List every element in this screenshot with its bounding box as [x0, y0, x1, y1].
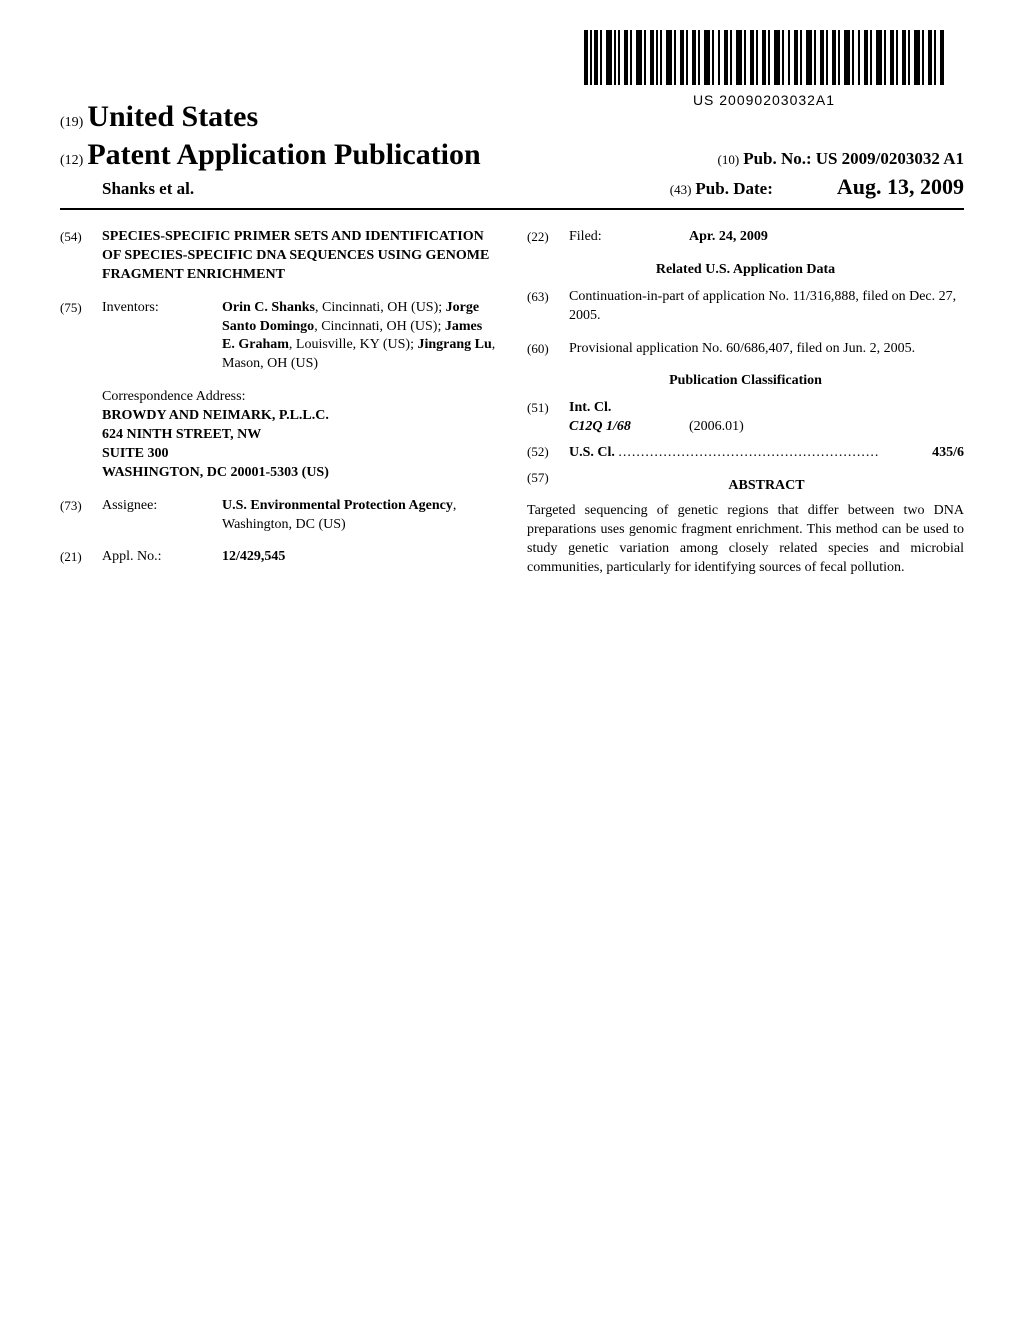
intcl-label: Int. Cl.	[569, 399, 611, 418]
assignee-value: U.S. Environmental Protection Agency, Wa…	[222, 497, 497, 535]
assignee-label: Assignee:	[102, 497, 222, 535]
abstract-code: (57)	[527, 469, 569, 502]
abstract-text: Targeted sequencing of genetic regions t…	[527, 502, 964, 578]
barcode-region: US 20090203032A1	[584, 30, 944, 108]
filed-value: Apr. 24, 2009	[689, 228, 964, 247]
authors-line: Shanks et al. (43) Pub. Date: Aug. 13, 2…	[60, 174, 964, 200]
title-text: SPECIES-SPECIFIC PRIMER SETS AND IDENTIF…	[102, 228, 497, 285]
uscl-row: (52) U.S. Cl. ..........................…	[527, 443, 964, 463]
filed-code: (22)	[527, 228, 569, 247]
intcl-code: (51)	[527, 399, 569, 418]
assignee-row: (73) Assignee: U.S. Environmental Protec…	[60, 497, 497, 535]
pub-no: US 2009/0203032 A1	[816, 149, 964, 168]
intcl-class: C12Q 1/68	[569, 418, 689, 437]
related-code-0: (63)	[527, 288, 569, 326]
related-text-0: Continuation-in-part of application No. …	[569, 288, 964, 326]
authors: Shanks et al.	[102, 179, 194, 199]
appl-code: (21)	[60, 548, 102, 567]
uscl-label: U.S. Cl.	[569, 444, 615, 463]
related-code-1: (60)	[527, 340, 569, 359]
pub-type: Patent Application Publication	[87, 138, 480, 171]
barcode-icon	[584, 30, 944, 85]
pub-date-code: (43)	[670, 182, 692, 197]
abstract-header-row: (57) ABSTRACT	[527, 469, 964, 502]
country-name: United States	[87, 100, 258, 133]
country-line: (19) United States	[60, 100, 964, 134]
correspondence-line-3: WASHINGTON, DC 20001-5303 (US)	[102, 464, 497, 483]
intcl-block: (51) Int. Cl. C12Q 1/68 (2006.01)	[527, 399, 964, 437]
related-header: Related U.S. Application Data	[527, 261, 964, 280]
appl-row: (21) Appl. No.: 12/429,545	[60, 548, 497, 567]
uscl-code: (52)	[527, 443, 569, 461]
divider	[60, 208, 964, 210]
inventors-label: Inventors:	[102, 299, 222, 375]
abstract-header: ABSTRACT	[569, 477, 964, 496]
correspondence-line-1: 624 NINTH STREET, NW	[102, 426, 497, 445]
header: (19) United States (12) Patent Applicati…	[60, 100, 964, 210]
correspondence-line-2: SUITE 300	[102, 445, 497, 464]
inventors-value: Orin C. Shanks, Cincinnati, OH (US); Jor…	[222, 299, 497, 375]
related-text-1: Provisional application No. 60/686,407, …	[569, 340, 915, 359]
pub-number-area: (10) Pub. No.: US 2009/0203032 A1	[718, 149, 964, 169]
content: (54) SPECIES-SPECIFIC PRIMER SETS AND ID…	[60, 228, 964, 581]
correspondence-label: Correspondence Address:	[102, 388, 497, 407]
inventors-code: (75)	[60, 299, 102, 375]
classification-header: Publication Classification	[527, 372, 964, 391]
uscl-dots: ........................................…	[618, 444, 879, 463]
pub-no-label: Pub. No.:	[743, 149, 811, 168]
appl-value: 12/429,545	[222, 548, 497, 567]
related-item-0: (63) Continuation-in-part of application…	[527, 288, 964, 326]
right-column: (22) Filed: Apr. 24, 2009 Related U.S. A…	[527, 228, 964, 581]
left-column: (54) SPECIES-SPECIFIC PRIMER SETS AND ID…	[60, 228, 497, 581]
assignee-code: (73)	[60, 497, 102, 535]
correspondence-line-0: BROWDY AND NEIMARK, P.L.L.C.	[102, 407, 497, 426]
pub-date: Aug. 13, 2009	[837, 174, 964, 199]
pub-left: (12) Patent Application Publication	[60, 138, 481, 172]
pub-date-area: (43) Pub. Date: Aug. 13, 2009	[670, 174, 964, 200]
country-code: (19)	[60, 115, 83, 130]
appl-label: Appl. No.:	[102, 548, 222, 567]
pub-code: (12)	[60, 153, 83, 168]
pub-date-label: Pub. Date:	[695, 179, 772, 198]
title-block: (54) SPECIES-SPECIFIC PRIMER SETS AND ID…	[60, 228, 497, 285]
inventors-row: (75) Inventors: Orin C. Shanks, Cincinna…	[60, 299, 497, 375]
publication-line: (12) Patent Application Publication (10)…	[60, 138, 964, 172]
filed-label: Filed:	[569, 228, 689, 247]
correspondence: Correspondence Address: BROWDY AND NEIMA…	[102, 388, 497, 482]
title-code: (54)	[60, 228, 102, 285]
uscl-value: 435/6	[932, 444, 964, 463]
pub-no-code: (10)	[718, 152, 740, 167]
intcl-date: (2006.01)	[689, 418, 744, 437]
filed-row: (22) Filed: Apr. 24, 2009	[527, 228, 964, 247]
related-item-1: (60) Provisional application No. 60/686,…	[527, 340, 964, 359]
